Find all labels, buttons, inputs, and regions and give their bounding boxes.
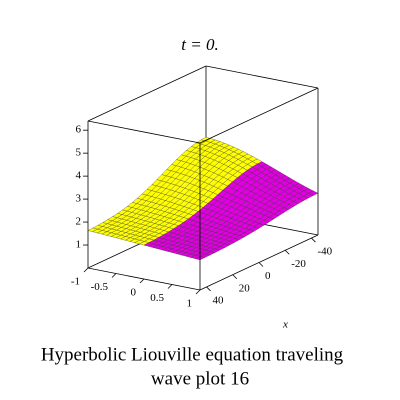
y-tick-label: 0: [131, 287, 137, 299]
y-tick: [167, 284, 173, 289]
z-tick-label: 6: [76, 124, 82, 136]
z-tick-label: 3: [76, 193, 82, 205]
x-tick-label: -40: [317, 246, 332, 258]
box-edge: [205, 65, 319, 89]
chart-title: t = 0.: [181, 35, 218, 54]
x-tick: [232, 274, 238, 280]
z-tick-label: 1: [76, 239, 82, 251]
x-tick: [258, 262, 264, 267]
y-tick-label: 1: [187, 298, 193, 310]
y-tick: [83, 267, 89, 273]
z-tick-label: 4: [76, 170, 82, 182]
y-tick: [195, 289, 201, 295]
y-tick-label: -1: [71, 276, 80, 288]
x-tick: [206, 286, 211, 292]
box-edge: [87, 120, 201, 144]
box-edge: [199, 87, 319, 144]
z-tick-label: 5: [76, 147, 82, 159]
y-tick-label: 0.5: [150, 292, 164, 304]
x-tick-label: 0: [265, 270, 271, 282]
y-tick-label: -0.5: [91, 281, 109, 293]
y-tick: [111, 273, 117, 278]
caption-line: wave plot 16: [151, 368, 249, 389]
x-tick: [284, 249, 290, 255]
y-tick: [139, 278, 145, 284]
box-edge: [87, 65, 207, 122]
x-tick: [311, 237, 316, 243]
z-tick-label: 2: [76, 216, 82, 228]
x-tick-label: 40: [213, 294, 225, 306]
x-tick-label: -20: [291, 258, 306, 270]
x-tick-label: 20: [239, 282, 251, 294]
caption-line: Hyperbolic Liouville equation traveling: [41, 344, 344, 365]
x-axis-label: x: [282, 319, 288, 331]
